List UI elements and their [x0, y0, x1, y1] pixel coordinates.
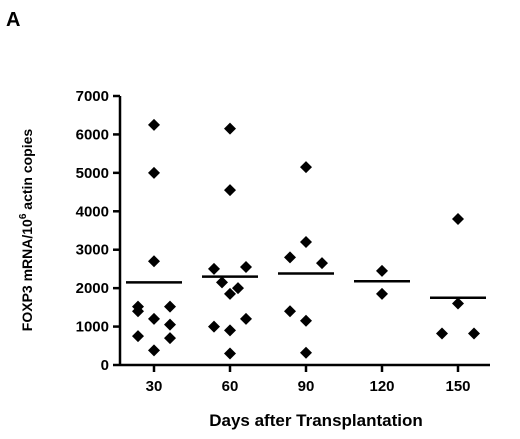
y-tick-label: 7000	[76, 88, 109, 105]
y-tick-label: 0	[101, 357, 109, 374]
data-point	[148, 312, 160, 325]
data-point	[148, 118, 160, 131]
data-point	[216, 276, 228, 289]
y-axis-title-suffix: actin copies	[19, 129, 35, 214]
y-tick-label: 6000	[76, 126, 109, 143]
y-tick-label: 1000	[76, 319, 109, 336]
y-tick-label: 4000	[76, 203, 109, 220]
data-point	[208, 320, 220, 333]
data-point	[284, 305, 296, 318]
data-points	[132, 118, 480, 360]
data-point	[240, 261, 252, 274]
data-point	[148, 344, 160, 357]
data-point	[224, 324, 236, 337]
y-axis-title-superscript: 6	[18, 213, 29, 219]
data-point	[316, 257, 328, 270]
data-point	[224, 287, 236, 300]
data-point	[284, 251, 296, 264]
x-tick-label: 120	[369, 378, 394, 395]
data-point	[224, 347, 236, 360]
median-lines	[126, 272, 486, 299]
x-tick-label: 60	[222, 378, 239, 395]
y-axis-title-prefix: FOXP3 mRNA/10	[19, 219, 35, 331]
data-point	[300, 314, 312, 327]
panel-label: A	[6, 9, 20, 31]
x-tick-label: 30	[146, 378, 163, 395]
y-tick-label: 2000	[76, 280, 109, 297]
y-axis-ticks: 0 1000 2000 3000 4000 5000 6000 7000	[76, 88, 120, 374]
data-point	[376, 287, 388, 300]
data-point	[452, 212, 464, 225]
data-point	[452, 297, 464, 310]
x-axis-title: Days after Transplantation	[209, 411, 423, 430]
data-point	[148, 166, 160, 179]
x-tick-label: 90	[298, 378, 315, 395]
data-point	[376, 264, 388, 277]
y-tick-label: 5000	[76, 165, 109, 182]
data-point	[232, 282, 244, 295]
data-point	[240, 312, 252, 325]
data-point	[436, 327, 448, 340]
data-point	[468, 327, 480, 340]
data-point	[300, 346, 312, 359]
data-point	[224, 122, 236, 135]
x-axis-ticks: 30 60 90 120 150	[146, 365, 471, 395]
data-point	[300, 161, 312, 174]
data-point	[224, 184, 236, 197]
data-point	[164, 300, 176, 313]
data-point	[164, 318, 176, 331]
data-point	[132, 330, 144, 343]
y-axis-title: FOXP3 mRNA/106 actin copies	[18, 129, 35, 332]
y-tick-label: 3000	[76, 242, 109, 259]
data-point	[300, 236, 312, 249]
x-tick-label: 150	[445, 378, 470, 395]
data-point	[164, 332, 176, 345]
data-point	[132, 305, 144, 318]
data-point	[208, 262, 220, 275]
data-point	[148, 255, 160, 268]
